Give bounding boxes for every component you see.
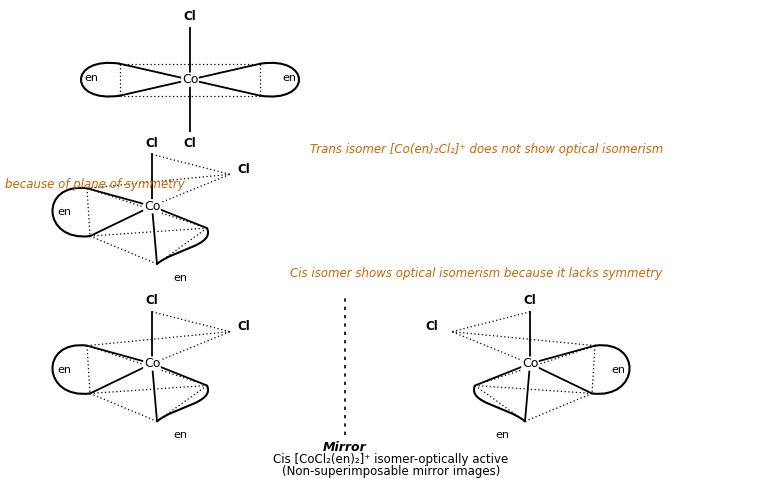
Text: Cl: Cl	[184, 11, 197, 23]
Text: (Non-superimposable mirror images): (Non-superimposable mirror images)	[282, 465, 500, 478]
Text: en: en	[282, 73, 296, 83]
Text: en: en	[611, 365, 625, 375]
Text: Co: Co	[144, 357, 161, 370]
Text: en: en	[84, 73, 98, 83]
Text: Cl: Cl	[524, 294, 536, 308]
Text: Co: Co	[521, 357, 538, 370]
Text: Co: Co	[144, 200, 161, 213]
Text: Trans isomer [Co(en)₂Cl₂]⁺ does not show optical isomerism: Trans isomer [Co(en)₂Cl₂]⁺ does not show…	[310, 143, 663, 156]
Text: en: en	[173, 273, 187, 283]
Text: Co: Co	[182, 73, 198, 86]
Text: en: en	[57, 365, 71, 375]
Text: en: en	[495, 430, 509, 440]
Text: because of plane of symmetry: because of plane of symmetry	[5, 178, 185, 191]
Text: Cl: Cl	[237, 163, 251, 176]
Text: Cl: Cl	[146, 294, 158, 308]
Text: Cis isomer shows optical isomerism because it lacks symmetry: Cis isomer shows optical isomerism becau…	[290, 267, 662, 280]
Text: Cis [CoCl₂(en)₂]⁺ isomer-optically active: Cis [CoCl₂(en)₂]⁺ isomer-optically activ…	[273, 453, 509, 466]
Text: Mirror: Mirror	[323, 441, 367, 454]
Text: en: en	[173, 430, 187, 440]
Text: Cl: Cl	[237, 320, 251, 333]
Text: Cl: Cl	[425, 320, 438, 333]
Text: en: en	[57, 207, 71, 217]
Text: Cl: Cl	[146, 137, 158, 150]
Text: Cl: Cl	[184, 137, 197, 150]
